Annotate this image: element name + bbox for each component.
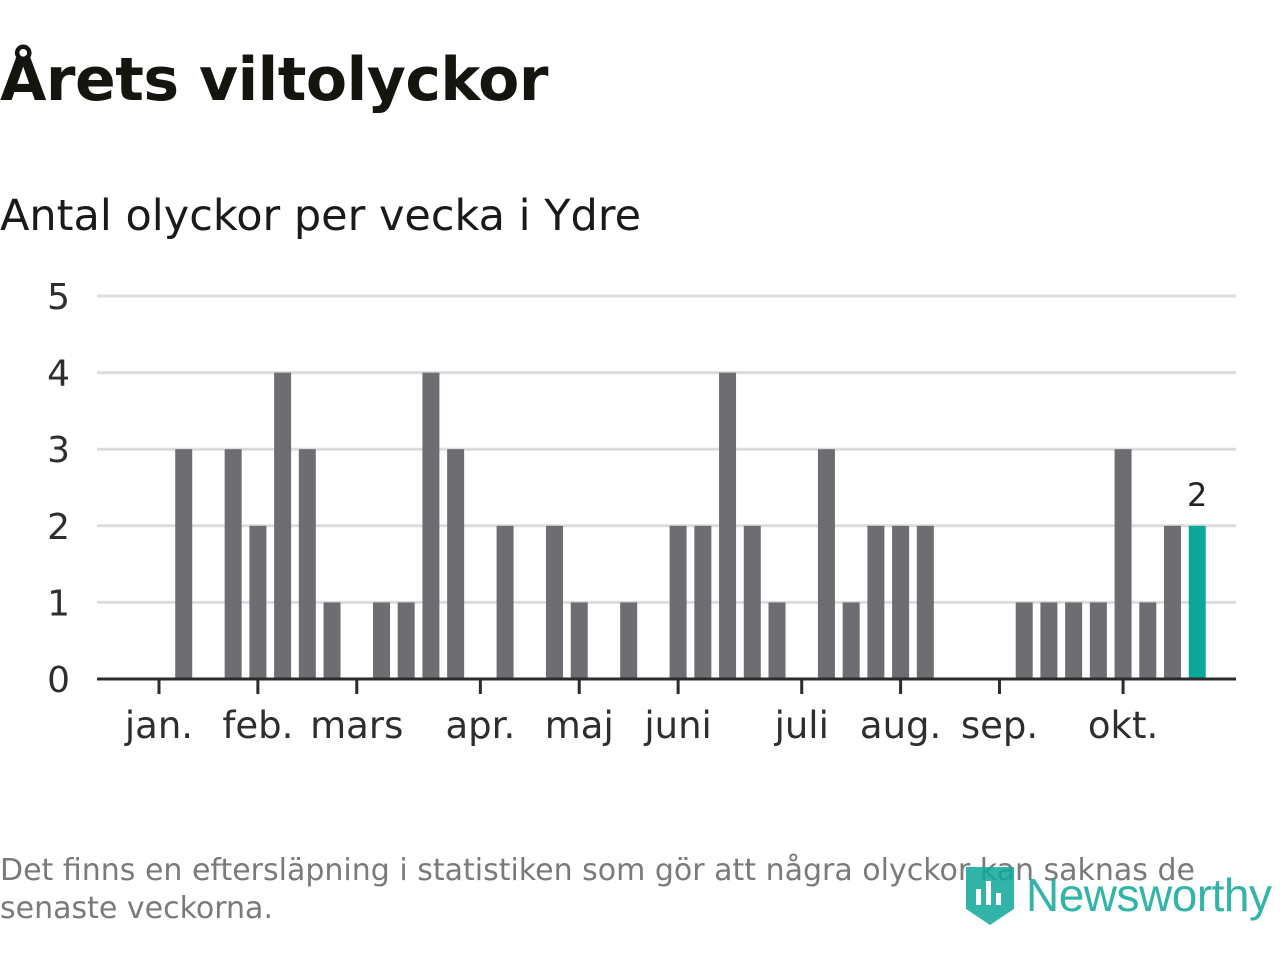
bar	[175, 449, 193, 679]
bar	[447, 449, 465, 679]
bar	[694, 525, 712, 679]
x-axis-labels: jan. feb. mars apr. maj juni juli aug. sep. okt.	[124, 704, 1158, 747]
bar	[224, 449, 242, 679]
bar	[249, 525, 267, 679]
bar-highlight	[1188, 525, 1206, 679]
bar	[620, 602, 638, 679]
bar	[298, 449, 316, 679]
bar	[372, 602, 390, 679]
x-tick-label: maj	[545, 704, 614, 747]
bar	[916, 525, 934, 679]
bar	[1040, 602, 1058, 679]
bar	[768, 602, 786, 679]
x-tick-label: juli	[774, 704, 829, 747]
y-axis-labels: 0 1 2 3 4 5	[47, 277, 70, 701]
bar-value-label: 2	[1187, 476, 1207, 514]
bar	[570, 602, 588, 679]
x-tick-label: okt.	[1088, 704, 1158, 747]
x-tick-label: sep.	[961, 704, 1038, 747]
x-tick-label: jan.	[124, 704, 193, 747]
bar	[743, 525, 761, 679]
y-tick-label: 3	[47, 430, 70, 471]
y-tick-label: 5	[47, 277, 70, 318]
newsworthy-logo: Newsworthy	[964, 862, 1272, 928]
y-tick-label: 1	[47, 583, 70, 624]
bar	[892, 525, 910, 679]
bar	[323, 602, 341, 679]
bar	[422, 372, 440, 679]
y-tick-label: 4	[47, 354, 70, 395]
bar	[1015, 602, 1033, 679]
bar	[1089, 602, 1107, 679]
bar	[1114, 449, 1132, 679]
newsworthy-logo-icon	[966, 867, 1014, 925]
x-tick-label: apr.	[445, 704, 515, 747]
logo-text: Newsworthy	[1026, 869, 1272, 921]
bars	[175, 372, 1206, 679]
x-tick-label: aug.	[860, 704, 941, 747]
footnote: Det finns en eftersläpning i statistiken…	[0, 853, 1195, 926]
bar	[1139, 602, 1157, 679]
bar	[719, 372, 737, 679]
bar	[867, 525, 885, 679]
y-tick-label: 2	[47, 507, 70, 548]
bar	[669, 525, 687, 679]
chart-subtitle: Antal olyckor per vecka i Ydre	[0, 191, 642, 241]
bar	[1164, 525, 1182, 679]
gridlines	[97, 294, 1236, 604]
bar	[496, 525, 514, 679]
annotations: 2	[1187, 476, 1207, 514]
y-tick-label: 0	[47, 660, 70, 701]
bar	[1065, 602, 1083, 679]
bar	[397, 602, 415, 679]
bar	[817, 449, 835, 679]
bar	[546, 525, 564, 679]
chart-title: Årets viltolyckor	[0, 45, 549, 115]
x-axis	[97, 677, 1236, 694]
bar	[842, 602, 860, 679]
bar-chart: 0 1 2 3 4 5 jan. feb. mars apr. maj juni juli aug. se…	[47, 277, 1236, 747]
x-tick-label: feb.	[222, 704, 293, 747]
x-tick-label: mars	[310, 704, 403, 747]
x-tick-label: juni	[643, 704, 711, 747]
bar	[274, 372, 292, 679]
